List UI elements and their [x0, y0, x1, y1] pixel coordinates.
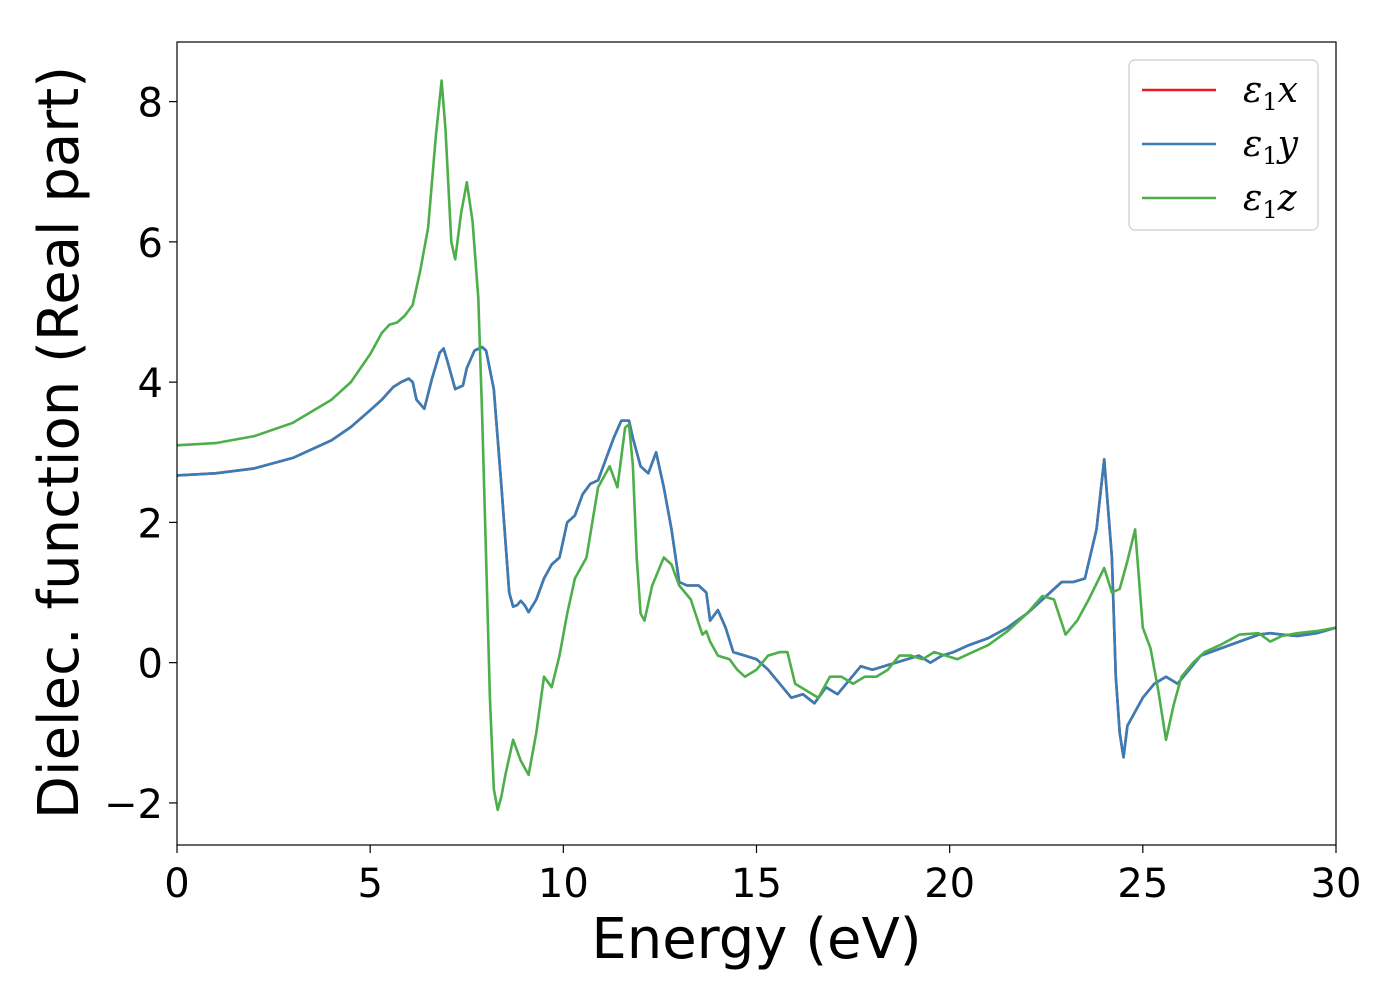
legend-label: ε1z — [1243, 178, 1298, 224]
y-tick-label: 2 — [138, 501, 163, 547]
legend: ε1x ε1y ε1z — [1128, 59, 1319, 231]
x-tick-label: 10 — [538, 861, 589, 907]
y-tick-label: 8 — [138, 81, 163, 127]
x-tick-label: 30 — [1311, 861, 1362, 907]
y-axis-label: Dielec. function (Real part) — [27, 66, 92, 819]
x-tick-label: 5 — [357, 861, 382, 907]
legend-label: ε1y — [1243, 124, 1299, 170]
x-tick-label: 20 — [924, 861, 975, 907]
y-tick-label: −2 — [104, 782, 163, 828]
y-tick-label: 6 — [138, 221, 163, 267]
series-layer — [177, 79, 1336, 812]
x-tick-label: 15 — [731, 861, 782, 907]
series-line-1 — [177, 345, 1336, 759]
series-line-3 — [177, 79, 1336, 812]
series-line-2 — [177, 345, 1336, 759]
legend-box — [1128, 59, 1319, 231]
legend-label: ε1x — [1243, 70, 1298, 116]
x-axis-label: Energy (eV) — [591, 907, 921, 972]
x-tick-label: 25 — [1117, 861, 1168, 907]
y-tick-label: 0 — [138, 642, 163, 688]
y-tick-label: 4 — [138, 361, 163, 407]
x-tick-label: 0 — [164, 861, 189, 907]
